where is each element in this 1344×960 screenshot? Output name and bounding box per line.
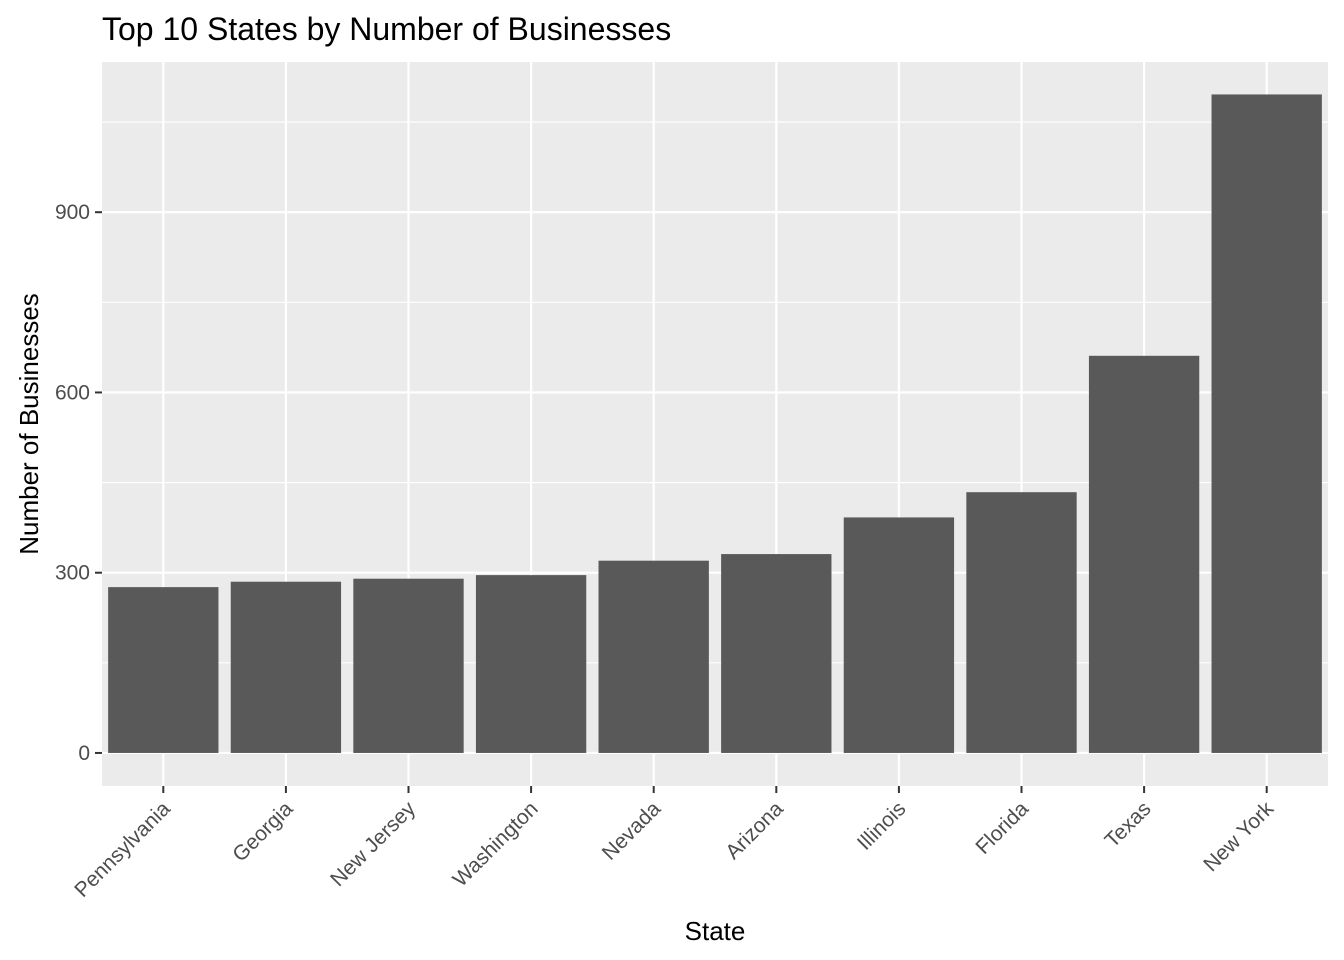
x-tick-label: Texas (1101, 797, 1156, 852)
bar-nevada (598, 560, 709, 753)
y-axis-title: Number of Businesses (14, 293, 44, 555)
x-tick-label: Nevada (598, 797, 666, 865)
bar-arizona (721, 554, 832, 753)
y-tick-label: 300 (55, 562, 90, 585)
x-axis-title: State (685, 916, 746, 946)
x-tick-label: Washington (449, 797, 543, 891)
bar-georgia (230, 581, 342, 753)
y-tick-label: 600 (55, 381, 90, 404)
x-tick-label: Georgia (228, 797, 297, 866)
x-tick-label: New York (1199, 797, 1278, 876)
bar-new-york (1211, 94, 1322, 753)
x-axis: Pennsylvania Georgia New Jersey Washington N… (70, 786, 1279, 902)
bar-texas (1088, 355, 1200, 753)
y-axis: 0 300 600 900 (55, 201, 102, 765)
x-tick-label: Pennsylvania (70, 797, 175, 902)
x-tick-label: Illinois (853, 797, 911, 855)
bar-new-jersey (353, 578, 464, 753)
y-tick-label: 0 (78, 742, 90, 765)
x-tick-label: Florida (971, 797, 1033, 859)
bars-group (108, 94, 1322, 753)
bar-pennsylvania (108, 587, 219, 753)
bar-illinois (843, 517, 955, 753)
x-tick-label: Arizona (721, 797, 788, 864)
bar-washington (475, 575, 587, 753)
y-tick-label: 900 (55, 201, 90, 224)
x-tick-label: New Jersey (326, 797, 420, 891)
bar-florida (966, 492, 1077, 753)
chart-title: Top 10 States by Number of Businesses (102, 11, 671, 47)
